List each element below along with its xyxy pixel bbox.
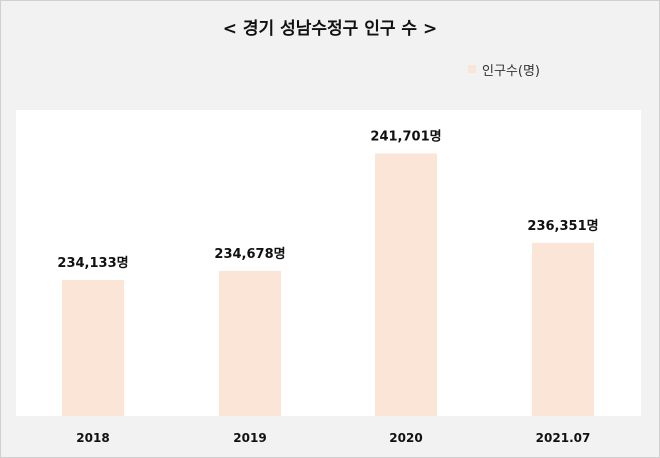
x-tick-label-2019: 2019 [233, 431, 266, 445]
x-tick-label-2020: 2020 [389, 431, 422, 445]
legend: 인구수(명) [468, 60, 540, 79]
chart-title: < 경기 성남수정구 인구 수 > [222, 19, 438, 39]
data-label-2021.07: 236,351명 [527, 218, 598, 234]
x-tick-label-2018: 2018 [76, 431, 109, 445]
data-label-2018: 234,133명 [57, 255, 128, 271]
legend-swatch [468, 65, 476, 73]
data-label-2020: 241,701명 [370, 128, 441, 144]
bar-2021.07 [532, 242, 594, 416]
bar-2020 [375, 153, 437, 416]
bar-2019 [219, 270, 281, 416]
data-label-2019: 234,678명 [214, 246, 285, 262]
x-tick-label-2021.07: 2021.07 [536, 431, 591, 445]
bar-2018 [62, 279, 124, 416]
legend-label: 인구수(명) [482, 63, 540, 79]
